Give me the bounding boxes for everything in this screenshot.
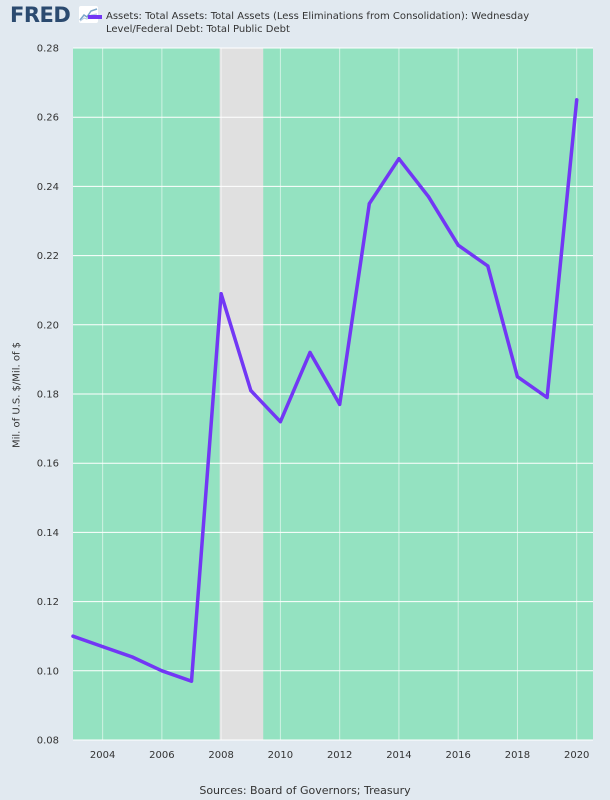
data-point: [101, 644, 105, 649]
x-tick-label: 2020: [564, 750, 589, 761]
fred-logo: FRED: [10, 3, 71, 27]
y-tick-label: 0.08: [37, 736, 59, 747]
x-tick-label: 2010: [268, 750, 293, 761]
data-point: [367, 202, 371, 206]
y-tick-label: 0.18: [37, 390, 59, 401]
data-point: [426, 195, 431, 199]
y-tick-label: 0.14: [37, 528, 59, 539]
data-point: [219, 292, 223, 296]
data-point: [189, 679, 194, 683]
chart-header: FRED Assets: Total Assets: Total Assets …: [0, 0, 610, 44]
data-point: [545, 395, 549, 400]
sparkline-icon: [79, 8, 98, 22]
y-tick-label: 0.20: [37, 320, 59, 331]
x-tick-label: 2006: [149, 750, 174, 761]
data-point: [575, 98, 579, 102]
data-point: [278, 420, 283, 424]
x-tick-label: 2012: [327, 750, 352, 761]
data-point: [71, 634, 75, 638]
x-tick-label: 2008: [208, 750, 233, 761]
data-point: [130, 655, 134, 659]
y-tick-label: 0.10: [37, 666, 59, 677]
data-point: [456, 243, 460, 247]
series-line: [71, 98, 579, 683]
legend-series-label: Assets: Total Assets: Total Assets (Less…: [106, 11, 530, 35]
x-tick-label: 2016: [445, 750, 470, 761]
y-tick-label: 0.24: [37, 182, 59, 193]
data-point: [338, 402, 342, 406]
y-tick-label: 0.22: [37, 251, 59, 262]
data-point: [486, 264, 490, 268]
data-point: [397, 157, 401, 161]
chart-legend[interactable]: Assets: Total Assets: Total Assets (Less…: [88, 10, 576, 36]
x-tick-label: 2004: [90, 750, 115, 761]
data-point: [515, 375, 520, 379]
y-tick-label: 0.12: [37, 597, 59, 608]
y-tick-label: 0.16: [37, 459, 59, 470]
x-tick-label: 2018: [505, 750, 530, 761]
y-tick-label: 0.28: [37, 44, 59, 55]
chart-sources: Sources: Board of Governors; Treasury: [199, 784, 411, 797]
data-point: [160, 669, 164, 673]
data-point: [249, 388, 253, 393]
legend-series-swatch: [88, 15, 102, 19]
data-point: [308, 350, 312, 355]
y-tick-label: 0.26: [37, 113, 59, 124]
x-tick-label: 2014: [386, 750, 411, 761]
